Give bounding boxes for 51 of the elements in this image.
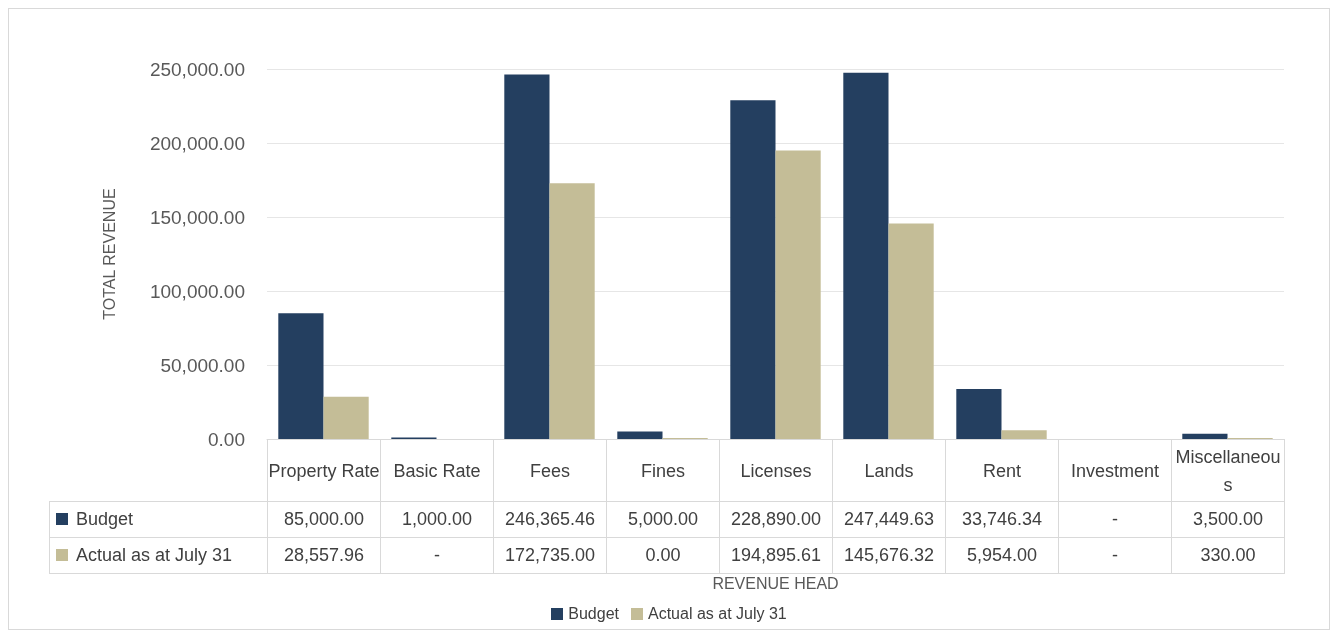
bar [1182, 433, 1228, 439]
bar [843, 72, 889, 439]
bar [888, 223, 934, 439]
x-tick-label: Licenses [719, 439, 833, 502]
bar [504, 74, 550, 439]
data-label: 246,365.46 [493, 501, 607, 538]
x-tick-label: Investment [1058, 439, 1172, 502]
y-tick-label: 50,000.00 [160, 354, 245, 376]
x-tick-label: Miscellaneous [1171, 439, 1285, 502]
data-label: 5,000.00 [606, 501, 720, 538]
x-tick-label: Property Rate [267, 439, 381, 502]
x-tick-label: Basic Rate [380, 439, 494, 502]
data-label: 228,890.00 [719, 501, 833, 538]
bar [549, 183, 595, 439]
x-tick-label: Lands [832, 439, 946, 502]
data-label: 145,676.32 [832, 537, 946, 574]
text: Budget [568, 605, 619, 622]
bar [956, 389, 1002, 439]
data-label: 247,449.63 [832, 501, 946, 538]
text: - [434, 545, 440, 565]
data-label: 28,557.96 [267, 537, 381, 574]
y-axis-title: TOTAL REVENUE [100, 188, 118, 320]
bar [278, 313, 324, 439]
data-label: 3,500.00 [1171, 501, 1285, 538]
legend-label: Actual as at July 31 [49, 537, 268, 574]
bar [323, 396, 369, 439]
text: - [1112, 509, 1118, 529]
data-label: 172,735.00 [493, 537, 607, 574]
data-label: 5,954.00 [945, 537, 1059, 574]
x-tick-label: Rent [945, 439, 1059, 502]
data-label: 85,000.00 [267, 501, 381, 538]
y-tick-label: 250,000.00 [149, 58, 245, 80]
bar [617, 431, 663, 439]
y-tick-label: 0.00 [208, 428, 245, 450]
data-label: 0.00 [606, 537, 720, 574]
x-axis-title: REVENUE HEAD [712, 574, 839, 592]
text: Actual as at July 31 [647, 605, 787, 622]
data-label: 33,746.34 [945, 501, 1059, 538]
data-label: 330.00 [1171, 537, 1285, 574]
bar [775, 150, 821, 439]
x-tick-label: Fees [493, 439, 607, 502]
y-tick-label: 200,000.00 [149, 132, 245, 154]
legend-label: Budget [49, 501, 268, 538]
y-tick-label: 150,000.00 [149, 206, 245, 228]
bar [1001, 430, 1047, 439]
data-label: 194,895.61 [719, 537, 833, 574]
bar [730, 100, 776, 439]
y-tick-label: 100,000.00 [149, 280, 245, 302]
x-tick-label: Fines [606, 439, 720, 502]
text: - [1112, 545, 1118, 565]
data-label: 1,000.00 [380, 501, 494, 538]
